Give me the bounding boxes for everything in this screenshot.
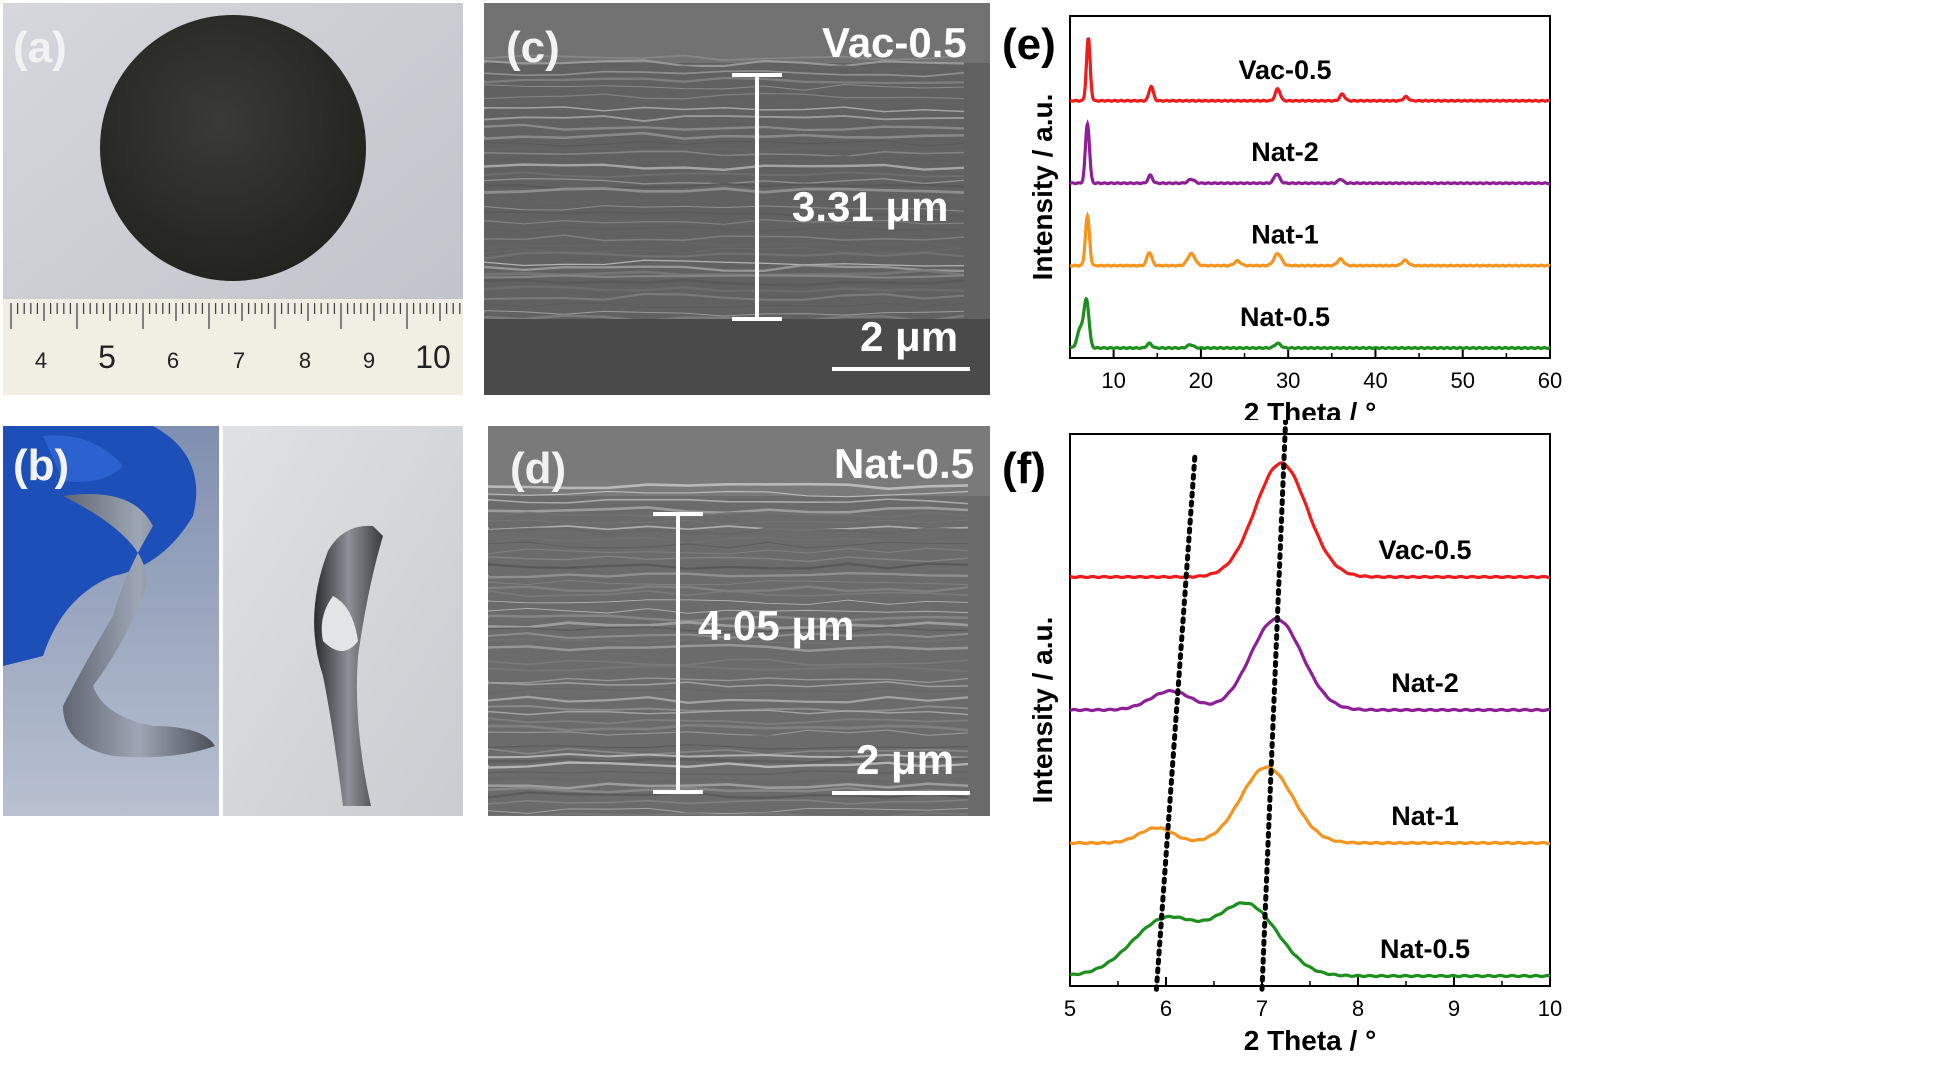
ruler-numbers: 4 5 6 7 8 9 10 (35, 339, 451, 375)
ruler-number: 7 (233, 348, 245, 373)
sample-label-d: Nat-0.5 (834, 440, 975, 487)
panel-label-f: (f) (1002, 444, 1046, 493)
series-label: Nat-2 (1251, 137, 1319, 167)
ruler-number: 8 (299, 348, 311, 373)
panel-label-e: (e) (1002, 20, 1056, 69)
y-axis-label: Intensity / a.u. (1027, 617, 1058, 804)
ruler-number: 10 (415, 339, 451, 375)
chart-e: 10 20 30 40 50 60 2 Theta / ° Intensity / a.u. V… (1027, 15, 1562, 420)
ruler-ticks (10, 303, 461, 329)
series-line (1069, 901, 1551, 979)
series-label: Nat-0.5 (1240, 302, 1330, 332)
series-line (1069, 765, 1551, 846)
panel-c: (c) Vac-0.5 3.31 μm 2 μm (484, 3, 990, 395)
panel-label-b: (b) (13, 441, 70, 490)
x-tick-label: 60 (1538, 368, 1562, 393)
scale-bar-c (832, 367, 970, 371)
series-label: Nat-0.5 (1380, 934, 1470, 964)
ruler-number: 4 (35, 348, 47, 373)
film-disk (100, 15, 366, 281)
sem-image-c (484, 3, 990, 395)
y-axis-label: Intensity / a.u. (1027, 94, 1058, 281)
ruler-number: 9 (363, 348, 375, 373)
chart-f: 5 6 7 8 9 10 2 Theta / ° Intensity / a.u. Vac-0.… (1027, 420, 1562, 1056)
ruler-number: 5 (98, 339, 116, 375)
panel-label-c: (c) (506, 23, 560, 72)
sem-layers-d (488, 482, 969, 816)
x-tick-label: 10 (1538, 996, 1562, 1021)
scale-label-d: 2 μm (856, 736, 955, 783)
series-line (1069, 616, 1550, 713)
panel-a: 4 5 6 7 8 9 10 (a) (3, 3, 463, 395)
x-tick-label: 10 (1101, 368, 1125, 393)
guide-line (1153, 454, 1198, 992)
photo-b (3, 426, 463, 816)
panel-d: (d) Nat-0.5 4.05 μm 2 μm (488, 426, 990, 816)
photo-a: 4 5 6 7 8 9 10 (3, 3, 463, 395)
bent-film-left (63, 494, 215, 758)
scale-bar-d (832, 791, 970, 795)
panel-label-d: (d) (510, 444, 567, 493)
x-tick-label: 20 (1189, 368, 1213, 393)
panel-label-a: (a) (13, 23, 67, 72)
thickness-label-c: 3.31 μm (792, 183, 949, 230)
panel-b: (b) (3, 426, 463, 816)
thickness-bar-d (653, 512, 703, 794)
x-tick-label: 8 (1352, 996, 1364, 1021)
series-label: Vac-0.5 (1238, 55, 1331, 85)
x-tick-label: 50 (1450, 368, 1474, 393)
series-label: Vac-0.5 (1378, 535, 1471, 565)
sem-layers-c (484, 54, 965, 323)
series-line (1069, 37, 1551, 103)
series-line (1069, 119, 1551, 186)
x-tick-label: 7 (1256, 996, 1268, 1021)
panel-e: 10 20 30 40 50 60 2 Theta / ° Intensity / a.u. V… (1000, 0, 1949, 420)
x-tick-label: 40 (1363, 368, 1387, 393)
scale-label-c: 2 μm (860, 313, 959, 360)
thickness-bar-c (732, 73, 782, 321)
sem-image-d (488, 426, 990, 816)
ruler-number: 6 (167, 348, 179, 373)
panel-f: 5 6 7 8 9 10 2 Theta / ° Intensity / a.u. Vac-0.… (1000, 420, 1949, 1068)
thickness-label-d: 4.05 μm (698, 602, 855, 649)
x-axis-label: 2 Theta / ° (1244, 397, 1377, 420)
sample-label-c: Vac-0.5 (822, 19, 967, 66)
x-tick-label: 30 (1276, 368, 1300, 393)
x-tick-label: 9 (1448, 996, 1460, 1021)
guide-line (1259, 420, 1289, 992)
ruler (3, 299, 463, 395)
series-label: Nat-1 (1391, 801, 1459, 831)
series-label: Nat-2 (1391, 668, 1459, 698)
bent-film-right (314, 525, 383, 806)
plot-frame (1069, 15, 1551, 359)
series-line (1069, 461, 1550, 580)
series-line (1069, 211, 1551, 268)
x-tick-label: 5 (1064, 996, 1076, 1021)
glove (3, 426, 197, 666)
series-line (1069, 296, 1551, 350)
series-label: Nat-1 (1251, 220, 1319, 250)
x-tick-label: 6 (1160, 996, 1172, 1021)
x-axis-label: 2 Theta / ° (1244, 1025, 1377, 1056)
